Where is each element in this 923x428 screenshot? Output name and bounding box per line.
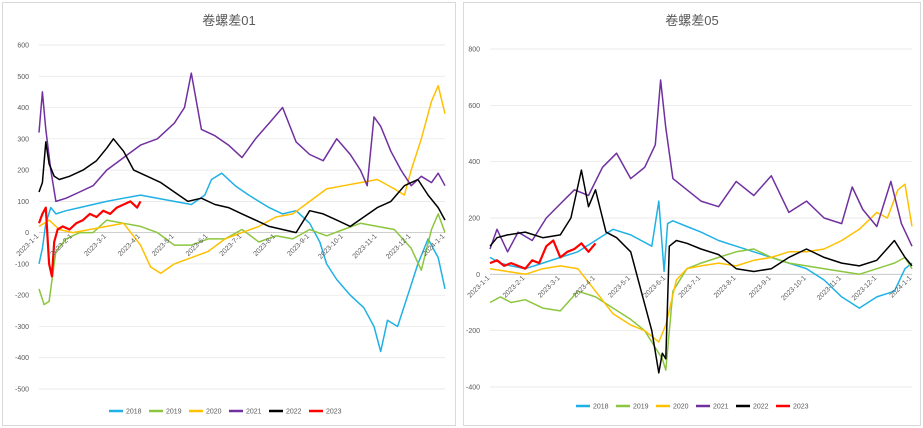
y-tick-label: 600 bbox=[468, 103, 480, 110]
x-tick-label: 2023-3-1 bbox=[83, 233, 108, 258]
x-tick-label: 2023-9-1 bbox=[748, 275, 773, 300]
series-line-2019 bbox=[489, 248, 913, 371]
y-tick-label: -300 bbox=[15, 324, 29, 331]
series-line-2019 bbox=[38, 213, 446, 306]
y-tick-label: 0 bbox=[476, 272, 480, 279]
x-tick-label: 2023-11-1 bbox=[352, 233, 379, 260]
x-tick-label: 2023-10-1 bbox=[780, 275, 808, 303]
y-tick-label: 300 bbox=[17, 136, 29, 143]
series-line-2023 bbox=[489, 239, 597, 270]
chart-01-svg: 卷螺差01 600 500 400 300 200 100 0 -100 -200 -300 -40… bbox=[15, 13, 446, 416]
legend-label: 2019 bbox=[633, 404, 649, 411]
y-tick-label: -400 bbox=[15, 355, 29, 362]
x-tick-label: 2023-4-1 bbox=[117, 233, 142, 258]
legend-label: 2022 bbox=[286, 409, 302, 416]
x-tick-label: 2023-8-1 bbox=[713, 275, 738, 300]
y-tick-label: 200 bbox=[17, 168, 29, 175]
y-tick-label: 400 bbox=[17, 105, 29, 112]
y-tick-label: 100 bbox=[17, 199, 29, 206]
legend-label: 2019 bbox=[166, 409, 182, 416]
series-line-2021 bbox=[489, 79, 913, 253]
series-line-2023 bbox=[37, 200, 142, 278]
x-tick-label: 2023-12-1 bbox=[385, 233, 413, 261]
legend-label: 2023 bbox=[793, 404, 809, 411]
legend-label: 2020 bbox=[673, 404, 689, 411]
legend-label: 2021 bbox=[713, 404, 729, 411]
x-tick-label: 2023-8-1 bbox=[252, 233, 277, 258]
x-tick-label: 2023-2-1 bbox=[502, 275, 527, 300]
series-line-2018 bbox=[38, 172, 446, 353]
chart-title: 卷螺差01 bbox=[202, 13, 255, 28]
chart-panel-01: 卷螺差01 600 500 400 300 200 100 0 -100 -200 -300 -40… bbox=[2, 2, 456, 426]
y-tick-label: -100 bbox=[15, 261, 29, 268]
series-line-2021 bbox=[38, 72, 446, 203]
y-tick-label: -200 bbox=[15, 293, 29, 300]
series-line-2020 bbox=[38, 84, 446, 275]
legend-label: 2021 bbox=[246, 409, 262, 416]
x-tick-label: 2023-9-1 bbox=[286, 233, 311, 258]
y-tick-label: -500 bbox=[15, 387, 29, 394]
series-line-2020 bbox=[489, 183, 913, 343]
x-tick-label: 2023-5-1 bbox=[607, 275, 632, 300]
y-tick-label: 0 bbox=[25, 230, 29, 237]
chart-title: 卷螺差05 bbox=[665, 13, 718, 28]
series-line-2018 bbox=[489, 200, 913, 309]
y-tick-label: 800 bbox=[468, 47, 480, 54]
series-line-2022 bbox=[489, 169, 913, 374]
x-tick-label: 2023-11-1 bbox=[816, 275, 843, 302]
x-tick-label: 2023-3-1 bbox=[537, 275, 562, 300]
y-tick-label: 200 bbox=[468, 216, 480, 223]
legend-label: 2023 bbox=[326, 409, 342, 416]
legend-label: 2020 bbox=[206, 409, 222, 416]
series-line-2022 bbox=[38, 138, 446, 234]
y-tick-label: 400 bbox=[468, 159, 480, 166]
legend-label: 2022 bbox=[753, 404, 769, 411]
chart-panel-05: 卷螺差05 800 600 400 200 0 -200 -400 2023-1-1 2023-… bbox=[463, 2, 921, 426]
y-tick-label: -200 bbox=[466, 328, 480, 335]
legend-label: 2018 bbox=[593, 404, 609, 411]
legend-label: 2018 bbox=[126, 409, 142, 416]
y-tick-label: -400 bbox=[466, 385, 480, 392]
y-tick-label: 500 bbox=[17, 74, 29, 81]
x-tick-label: 2023-6-1 bbox=[642, 275, 667, 300]
y-tick-label: 600 bbox=[17, 43, 29, 50]
